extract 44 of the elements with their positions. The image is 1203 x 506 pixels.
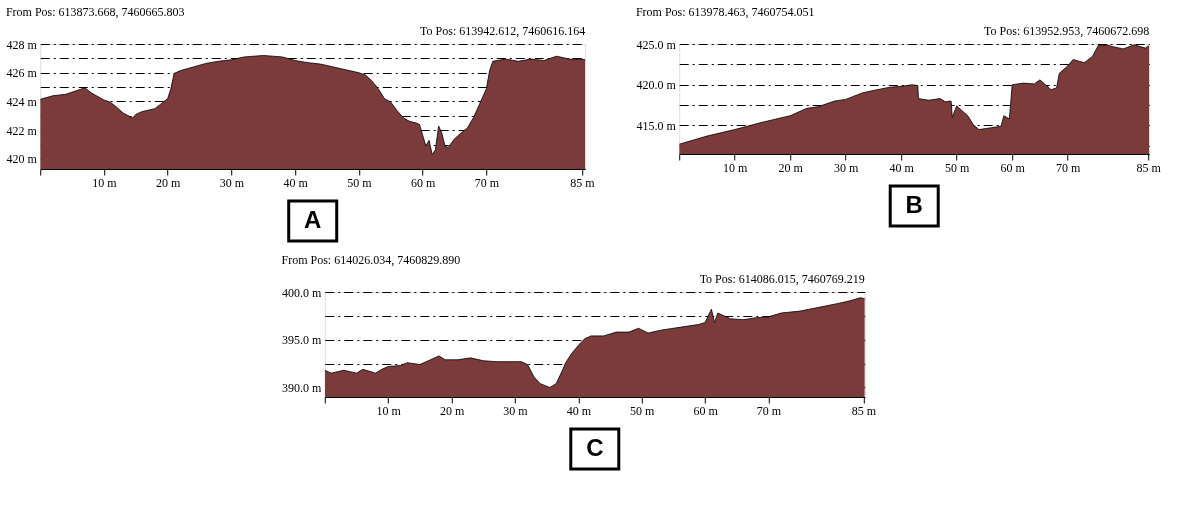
x-tick-label: 50 m (347, 175, 373, 190)
x-tick-label: 20 m (439, 403, 465, 418)
x-tick-label: 50 m (630, 403, 656, 418)
x-tick-label: 10 m (376, 403, 402, 418)
y-tick-label: 428 m (6, 37, 38, 52)
x-tick-label: 70 m (756, 403, 782, 418)
x-tick-label: 30 m (219, 175, 245, 190)
text: To Pos: 613942.612, 7460616.164 (420, 24, 586, 38)
x-tick-label: 85 m (570, 175, 596, 190)
x-tick-label: 30 m (503, 403, 529, 418)
x-tick-label: 20 m (778, 160, 804, 175)
x-tick-label: 20 m (156, 175, 182, 190)
x-tick-label: 85 m (851, 403, 877, 418)
x-tick-label: 30 m (834, 160, 860, 175)
y-tick-label: 420 m (6, 152, 38, 167)
x-tick-label: 85 m (1136, 160, 1162, 175)
x-tick-label: 10 m (723, 160, 749, 175)
y-tick-label: 424 m (6, 94, 38, 109)
y-tick-label: 420.0 m (636, 78, 677, 93)
text: A (304, 206, 322, 233)
x-tick-label: 60 m (1000, 160, 1026, 175)
text: To Pos: 613952.953, 7460672.698 (984, 24, 1150, 38)
text: To Pos: 614086.015, 7460769.219 (699, 272, 865, 286)
x-tick-label: 40 m (566, 403, 592, 418)
y-tick-label: 422 m (6, 123, 38, 138)
x-tick-label: 50 m (945, 160, 970, 175)
text: C (586, 434, 604, 461)
y-tick-label: 415.0 m (636, 118, 677, 133)
x-tick-label: 60 m (411, 175, 437, 190)
chart-title: From Pos: 614026.034, 7460829.890 (281, 253, 461, 267)
x-tick-label: 70 m (474, 175, 500, 190)
x-tick-label: 40 m (889, 160, 915, 175)
y-tick-label: 425.0 m (636, 37, 677, 52)
x-tick-label: 60 m (693, 403, 719, 418)
chart-title: From Pos: 613873.668, 7460665.803 (5, 5, 185, 19)
chart-title: From Pos: 613978.463, 7460754.051 (635, 5, 815, 19)
y-tick-label: 390.0 m (281, 380, 322, 395)
x-tick-label: 10 m (92, 175, 118, 190)
y-tick-label: 426 m (6, 66, 38, 81)
x-tick-label: 40 m (283, 175, 309, 190)
x-tick-label: 70 m (1055, 160, 1081, 175)
text: B (905, 191, 923, 218)
y-tick-label: 400.0 m (281, 285, 322, 300)
y-tick-label: 395.0 m (281, 333, 322, 348)
